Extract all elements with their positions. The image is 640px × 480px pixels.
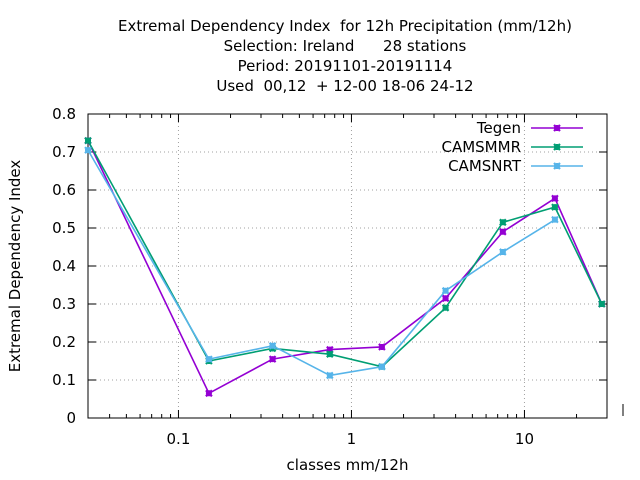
legend-marker-dot — [554, 144, 560, 150]
data-point-dot — [443, 305, 448, 310]
data-point-dot — [443, 288, 448, 293]
data-point-dot — [552, 196, 558, 201]
y-tick-label: 0 — [66, 409, 76, 427]
x-axis-label: classes mm/12h — [287, 456, 409, 474]
data-point-dot — [85, 147, 91, 153]
data-point-dot — [552, 204, 558, 210]
legend-label: Tegen — [476, 119, 521, 137]
y-tick-label: 0.8 — [52, 105, 76, 123]
x-tick-label: 0.1 — [167, 430, 191, 448]
y-axis-label: Extremal Dependency Index — [6, 160, 24, 373]
axis-ticks: 0 0.1 0.2 0.3 0.4 0.5 0.6 0.7 0.8 0.1 1 10 — [52, 105, 624, 448]
data-point-dot — [206, 356, 212, 362]
title-line-1: Extremal Dependency Index for 12h Precip… — [118, 17, 572, 35]
data-point-dot — [270, 343, 275, 348]
legend-label: CAMSNRT — [448, 157, 522, 175]
data-point-dot — [379, 344, 385, 350]
y-tick-label: 0.5 — [52, 219, 76, 237]
y-tick-label: 0.1 — [52, 371, 76, 389]
title-line-3: Period: 20191101-20191114 — [237, 57, 453, 75]
y-tick-label: 0.6 — [52, 181, 76, 199]
data-point-dot — [500, 249, 506, 255]
data-point-dot — [552, 217, 558, 222]
legend-marker-dot — [554, 125, 560, 131]
grid-lines — [88, 114, 607, 418]
data-point-dot — [500, 229, 506, 234]
data-point-dot — [443, 296, 448, 301]
x-tick-label: 10 — [515, 430, 534, 448]
y-tick-label: 0.7 — [52, 143, 76, 161]
y-tick-label: 0.3 — [52, 295, 76, 313]
legend-marker-dot — [554, 163, 560, 169]
data-point-dot — [327, 347, 333, 352]
data-point-dot — [270, 356, 275, 362]
title-line-4: Used 00,12 + 12-00 18-06 24-12 — [216, 77, 474, 95]
data-point-dot — [85, 138, 91, 143]
legend-label: CAMSMMR — [441, 138, 521, 156]
data-point-dot — [327, 351, 333, 357]
data-point-dot — [206, 391, 212, 396]
y-tick-label: 0.4 — [52, 257, 76, 275]
series-camsmmr — [84, 136, 606, 371]
title-line-2: Selection: Ireland 28 stations — [223, 37, 467, 55]
data-point-dot — [327, 373, 333, 378]
x-tick-label: 1 — [347, 430, 357, 448]
series-camsnrt — [84, 146, 559, 380]
series-line — [87, 149, 556, 377]
data-point-dot — [599, 301, 605, 307]
series-layer — [84, 136, 606, 398]
y-tick-label: 0.2 — [52, 333, 76, 351]
data-point-dot — [379, 364, 385, 369]
data-point-dot — [500, 220, 506, 225]
